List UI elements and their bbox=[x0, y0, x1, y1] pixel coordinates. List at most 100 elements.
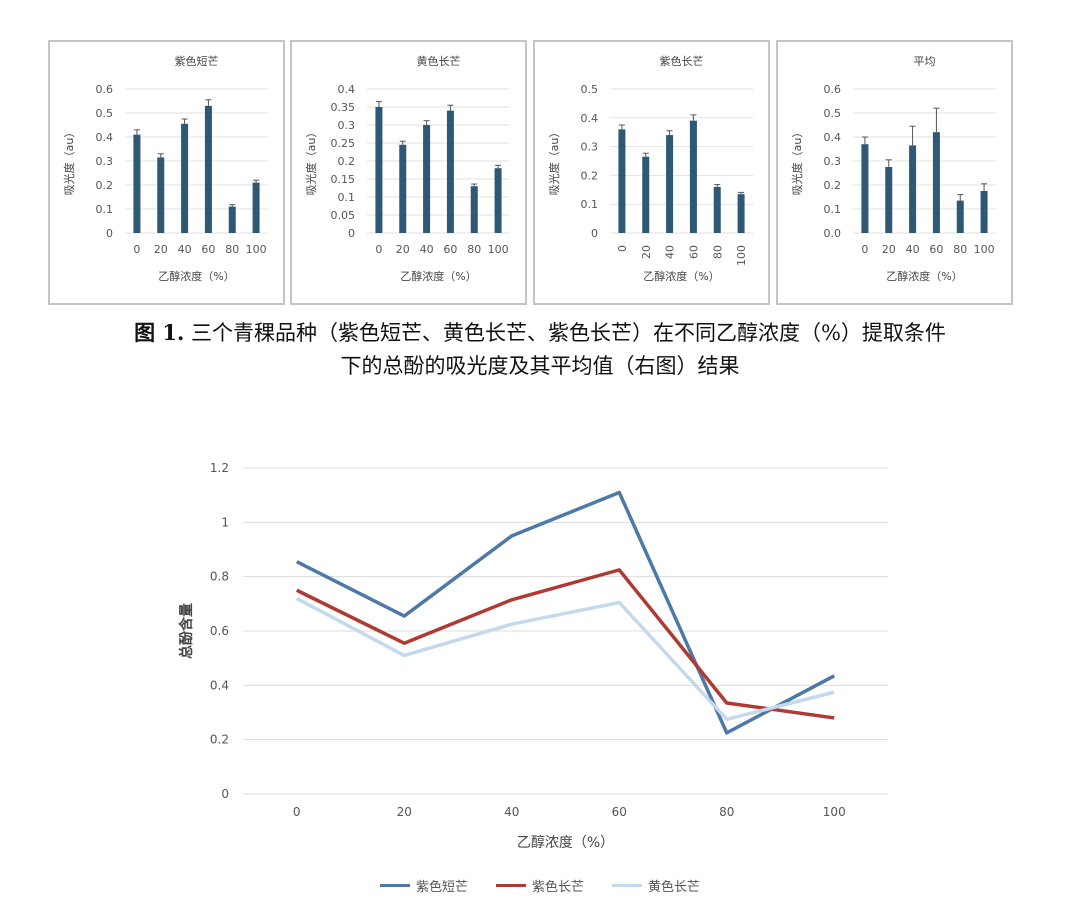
x-tick-label: 100 bbox=[974, 243, 995, 256]
y-tick-label: 0.6 bbox=[210, 624, 229, 638]
y-tick-label: 0.6 bbox=[96, 83, 114, 96]
y-tick-label: 0.5 bbox=[824, 107, 842, 120]
legend-label: 黄色长芒 bbox=[648, 880, 701, 895]
x-tick-label: 20 bbox=[397, 805, 412, 819]
x-tick-label: 100 bbox=[823, 805, 846, 819]
y-tick-label: 0.1 bbox=[581, 198, 599, 211]
x-tick-label: 20 bbox=[640, 245, 653, 259]
legend-label: 紫色短芒 bbox=[415, 880, 468, 895]
legend-item: 紫色短芒 bbox=[379, 876, 468, 895]
legend-swatch bbox=[495, 884, 526, 887]
x-tick-label: 0 bbox=[293, 805, 301, 819]
chart-title: 黄色长芒 bbox=[417, 54, 461, 68]
x-tick-label: 60 bbox=[201, 243, 215, 256]
legend-swatch bbox=[612, 884, 642, 887]
series-line bbox=[295, 568, 835, 720]
line-chart-legend: 紫色短芒 紫色长芒 黄色长芒 bbox=[0, 876, 1080, 895]
y-tick-label: 0.2 bbox=[210, 733, 229, 747]
x-tick-label: 20 bbox=[882, 243, 896, 256]
bar bbox=[713, 186, 721, 233]
y-axis-title: 吸光度（au） bbox=[62, 127, 76, 196]
figure-caption: 图 1. 三个青稞品种（紫色短芒、黄色长芒、紫色长芒）在不同乙醇浓度（%）提取条… bbox=[0, 316, 1080, 383]
bar-chart-svg: 紫色短芒 0 0.1 0.2 0.3 0.4 0.5 0.6 0 20 40 60 80 100 乙醇浓度（… bbox=[62, 54, 268, 283]
y-tick-label: 0.2 bbox=[96, 179, 114, 192]
x-tick-label: 0 bbox=[133, 243, 140, 256]
bar bbox=[470, 186, 478, 233]
x-tick-label: 80 bbox=[225, 243, 239, 256]
bar bbox=[909, 145, 917, 233]
bar bbox=[157, 157, 165, 233]
x-tick-label: 60 bbox=[612, 805, 627, 819]
bar-chart-panel: 平均 0.0 0.1 0.2 0.3 0.4 0.5 0.6 0 20 40 60 80 100 乙醇浓度（… bbox=[776, 40, 1013, 305]
x-tick-label: 80 bbox=[467, 243, 481, 256]
y-tick-label: 0.0 bbox=[824, 227, 842, 240]
legend-item: 黄色长芒 bbox=[612, 876, 700, 895]
series-line bbox=[295, 490, 836, 735]
y-tick-label: 0.8 bbox=[210, 570, 229, 584]
y-tick-label: 0.3 bbox=[824, 155, 842, 168]
bar bbox=[181, 123, 189, 233]
bar-chart-panel: 紫色长芒 0 0.1 0.2 0.3 0.4 0.5 0 20 40 60 80 100 乙醇浓度（%） 吸… bbox=[533, 40, 770, 305]
bar bbox=[689, 120, 697, 233]
y-tick-label: 0.4 bbox=[210, 678, 229, 692]
y-axis-title: 总酚含量 bbox=[178, 603, 195, 659]
x-tick-label: 100 bbox=[488, 243, 509, 256]
caption-text-line2: 下的总酚的吸光度及其平均值（右图）结果 bbox=[340, 354, 740, 378]
y-tick-label: 0.1 bbox=[96, 203, 114, 216]
bar-chart-svg: 平均 0.0 0.1 0.2 0.3 0.4 0.5 0.6 0 20 40 60 80 100 乙醇浓度（… bbox=[790, 55, 996, 283]
x-axis-title: 乙醇浓度（%） bbox=[158, 269, 234, 283]
y-tick-label: 0.4 bbox=[96, 131, 114, 144]
bar bbox=[423, 125, 431, 233]
x-tick-label: 40 bbox=[504, 805, 519, 819]
y-tick-label: 0.4 bbox=[338, 83, 356, 96]
y-tick-label: 0.05 bbox=[331, 209, 356, 222]
bar-chart-svg: 黄色长芒 0 0.05 0.1 0.15 0.2 0.25 0.3 0.35 0.4 0 20 40 60… bbox=[304, 54, 510, 283]
x-tick-label: 100 bbox=[735, 245, 748, 266]
x-tick-label: 20 bbox=[154, 243, 168, 256]
x-tick-label: 80 bbox=[953, 243, 967, 256]
bar bbox=[252, 182, 260, 233]
y-tick-label: 0 bbox=[348, 227, 355, 240]
y-tick-label: 0.3 bbox=[338, 119, 356, 132]
x-axis-title: 乙醇浓度（%） bbox=[400, 269, 476, 283]
bar bbox=[885, 167, 893, 233]
y-tick-label: 0.15 bbox=[331, 173, 356, 186]
x-tick-label: 60 bbox=[443, 243, 457, 256]
bar bbox=[618, 129, 626, 233]
bar bbox=[666, 135, 674, 233]
y-tick-label: 0.25 bbox=[331, 137, 356, 150]
y-tick-label: 0.3 bbox=[581, 141, 599, 154]
y-tick-label: 0.2 bbox=[824, 179, 842, 192]
bar bbox=[399, 144, 407, 233]
y-tick-label: 0.3 bbox=[96, 155, 114, 168]
bar bbox=[642, 156, 650, 233]
y-tick-label: 0.6 bbox=[824, 83, 842, 96]
y-axis-title: 吸光度（au） bbox=[790, 127, 804, 196]
bar bbox=[956, 200, 964, 233]
y-tick-label: 0.5 bbox=[581, 83, 599, 96]
bar bbox=[861, 144, 869, 233]
x-tick-label: 80 bbox=[719, 805, 734, 819]
bar bbox=[494, 168, 502, 233]
x-tick-label: 20 bbox=[396, 243, 410, 256]
x-tick-label: 40 bbox=[664, 245, 677, 259]
x-tick-label: 60 bbox=[687, 245, 700, 259]
x-tick-label: 40 bbox=[178, 243, 192, 256]
y-axis-title: 吸光度（au） bbox=[547, 127, 561, 196]
y-tick-label: 1 bbox=[221, 515, 229, 529]
bar bbox=[980, 191, 988, 233]
y-tick-label: 0.5 bbox=[96, 107, 114, 120]
x-axis-title: 乙醇浓度（%） bbox=[643, 269, 719, 283]
bar-chart-panel: 黄色长芒 0 0.05 0.1 0.15 0.2 0.25 0.3 0.35 0.4 0 20 40 60… bbox=[290, 40, 527, 305]
legend-item: 紫色长芒 bbox=[495, 876, 584, 895]
bar bbox=[228, 206, 236, 233]
bar bbox=[375, 107, 383, 233]
y-tick-label: 0 bbox=[221, 787, 229, 801]
y-axis-title: 吸光度（au） bbox=[304, 127, 318, 196]
y-tick-label: 1.2 bbox=[210, 461, 229, 475]
x-tick-label: 80 bbox=[711, 245, 724, 259]
series-line bbox=[295, 596, 835, 722]
chart-title: 平均 bbox=[914, 55, 936, 68]
x-tick-label: 40 bbox=[420, 243, 434, 256]
bar-chart-svg: 紫色长芒 0 0.1 0.2 0.3 0.4 0.5 0 20 40 60 80 100 乙醇浓度（%） 吸… bbox=[547, 54, 753, 283]
